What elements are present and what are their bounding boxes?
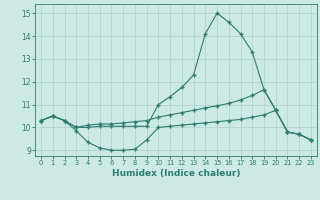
X-axis label: Humidex (Indice chaleur): Humidex (Indice chaleur) (112, 169, 240, 178)
